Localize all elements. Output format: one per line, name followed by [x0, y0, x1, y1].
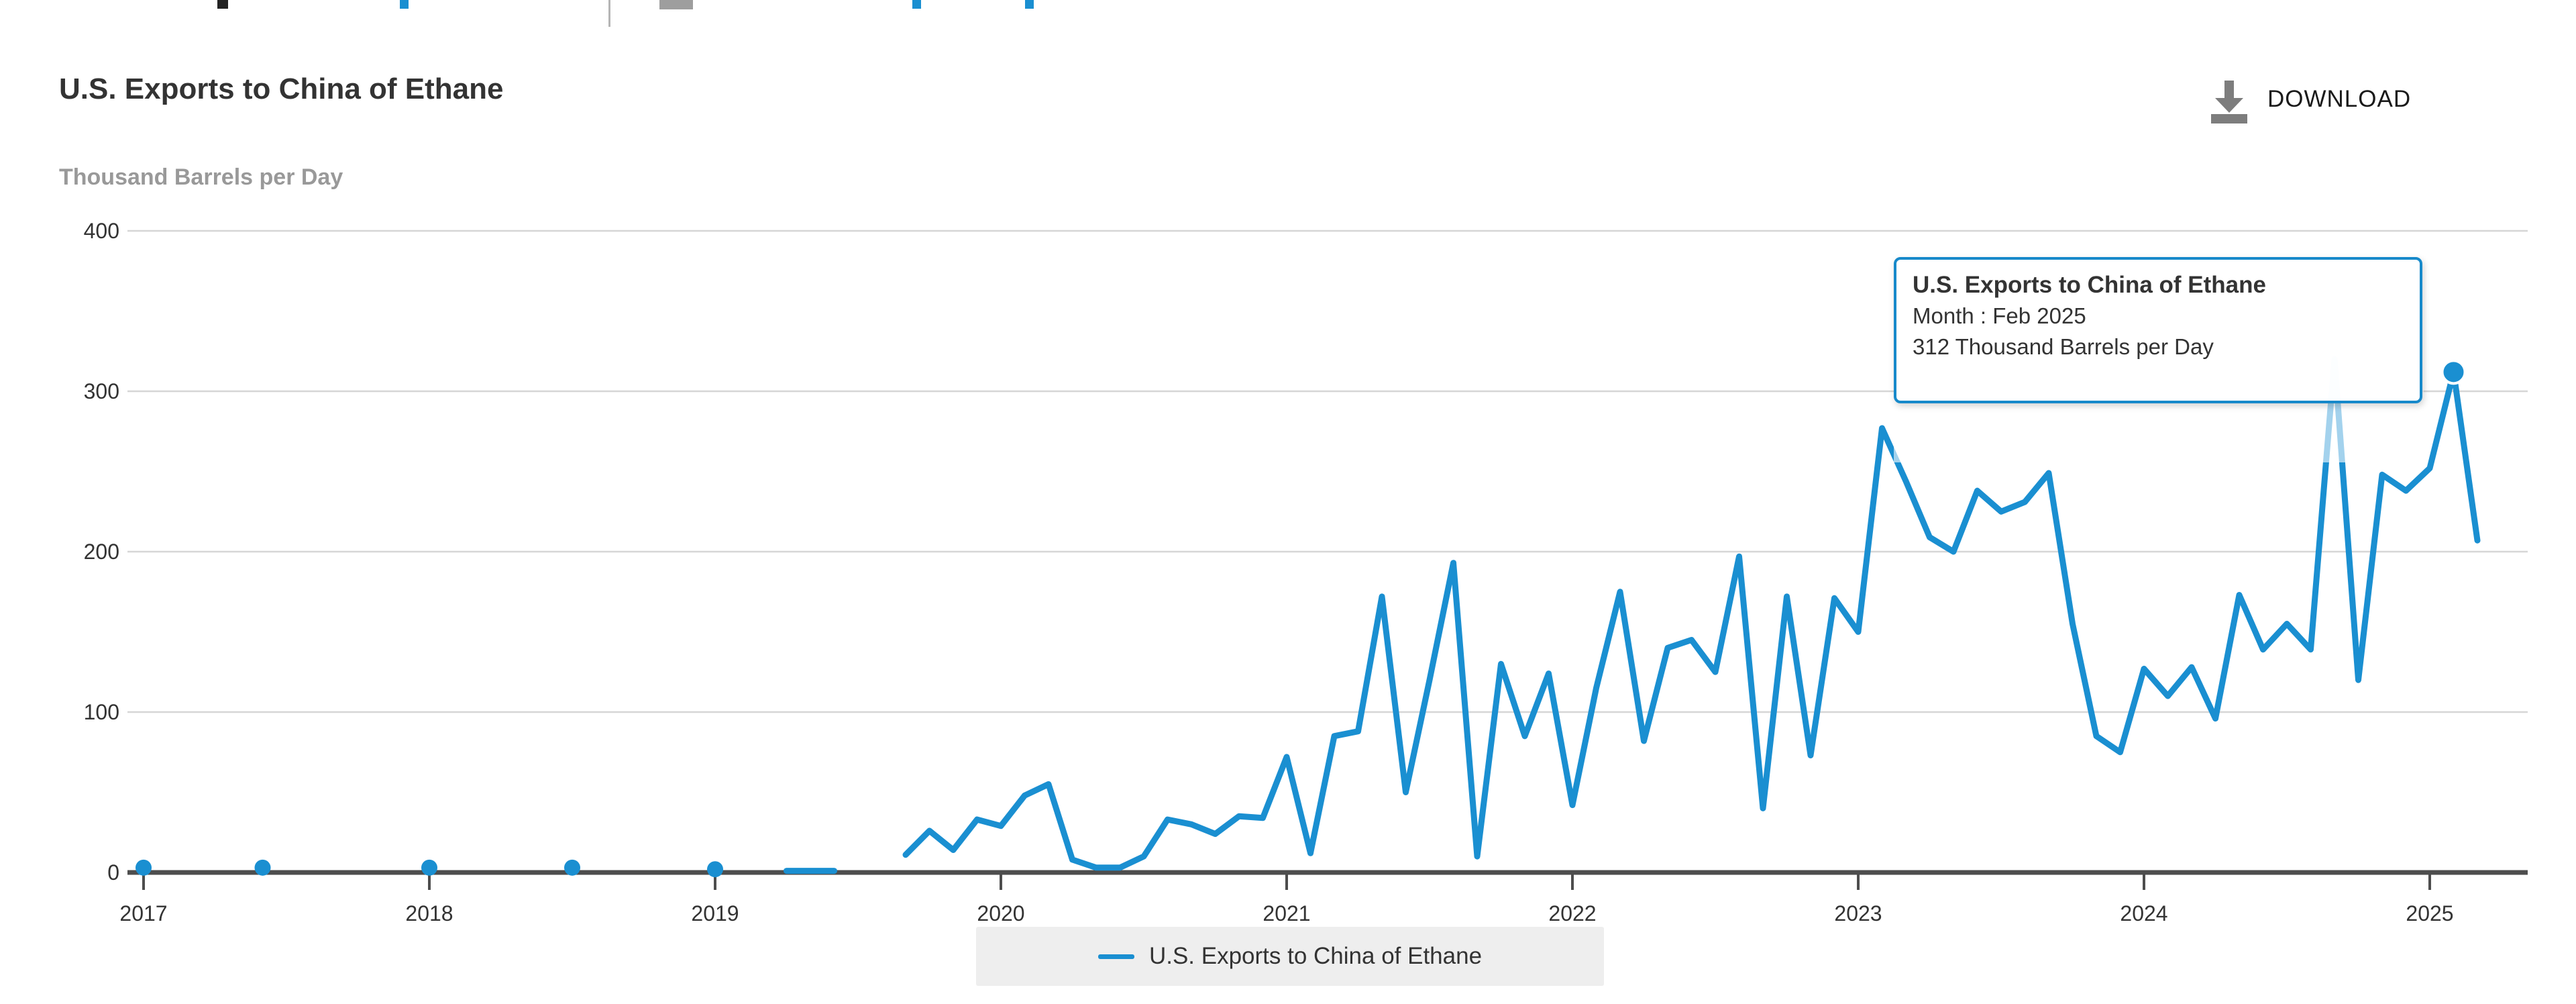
link-fragment [912, 0, 921, 9]
x-tick-label: 2020 [977, 901, 1024, 925]
isolated-data-point[interactable] [421, 859, 437, 876]
y-tick-label: 0 [107, 860, 119, 885]
download-button[interactable]: DOWNLOAD [2208, 75, 2411, 123]
isolated-data-point[interactable] [136, 859, 152, 876]
download-label: DOWNLOAD [2267, 86, 2412, 112]
x-tick-label: 2022 [1548, 901, 1596, 925]
series-line [902, 356, 2481, 871]
isolated-data-point[interactable] [564, 859, 580, 876]
legend-label: U.S. Exports to China of Ethane [1148, 943, 1483, 969]
download-icon [2208, 75, 2250, 123]
chart-units-subtitle: Thousand Barrels per Day [59, 164, 343, 190]
tooltip-value-line: 312 Thousand Barrels per Day [1913, 334, 2214, 359]
x-tick-label: 2017 [119, 901, 167, 925]
x-tick-label: 2023 [1834, 901, 1882, 925]
chart-tooltip: U.S. Exports to China of Ethane Month : … [1894, 257, 2422, 403]
legend-item-ethane[interactable]: U.S. Exports to China of Ethane [976, 927, 1604, 986]
y-tick-label: 300 [84, 379, 119, 403]
link-fragment [1025, 0, 1034, 9]
y-tick-label: 400 [84, 219, 119, 243]
x-tick-label: 2024 [2120, 901, 2167, 925]
x-tick-label: 2018 [405, 901, 453, 925]
page-title: U.S. Exports to China of Ethane [59, 72, 504, 105]
isolated-data-point[interactable] [254, 859, 271, 876]
icon-fragment [659, 0, 693, 9]
x-tick-label: 2019 [691, 901, 739, 925]
link-fragment [400, 0, 409, 9]
legend-line-swatch [1097, 954, 1134, 959]
y-tick-label: 100 [84, 700, 119, 724]
tooltip-month-line: Month : Feb 2025 [1913, 303, 2086, 329]
tooltip-series-title: U.S. Exports to China of Ethane [1913, 272, 2266, 298]
text-fragment [217, 0, 228, 9]
x-tick-label: 2025 [2406, 901, 2453, 925]
x-tick-label: 2021 [1263, 901, 1310, 925]
hovered-data-point-marker[interactable] [2440, 359, 2467, 385]
isolated-data-point[interactable] [707, 861, 723, 878]
divider-fragment [608, 0, 610, 27]
y-tick-label: 200 [84, 540, 119, 564]
